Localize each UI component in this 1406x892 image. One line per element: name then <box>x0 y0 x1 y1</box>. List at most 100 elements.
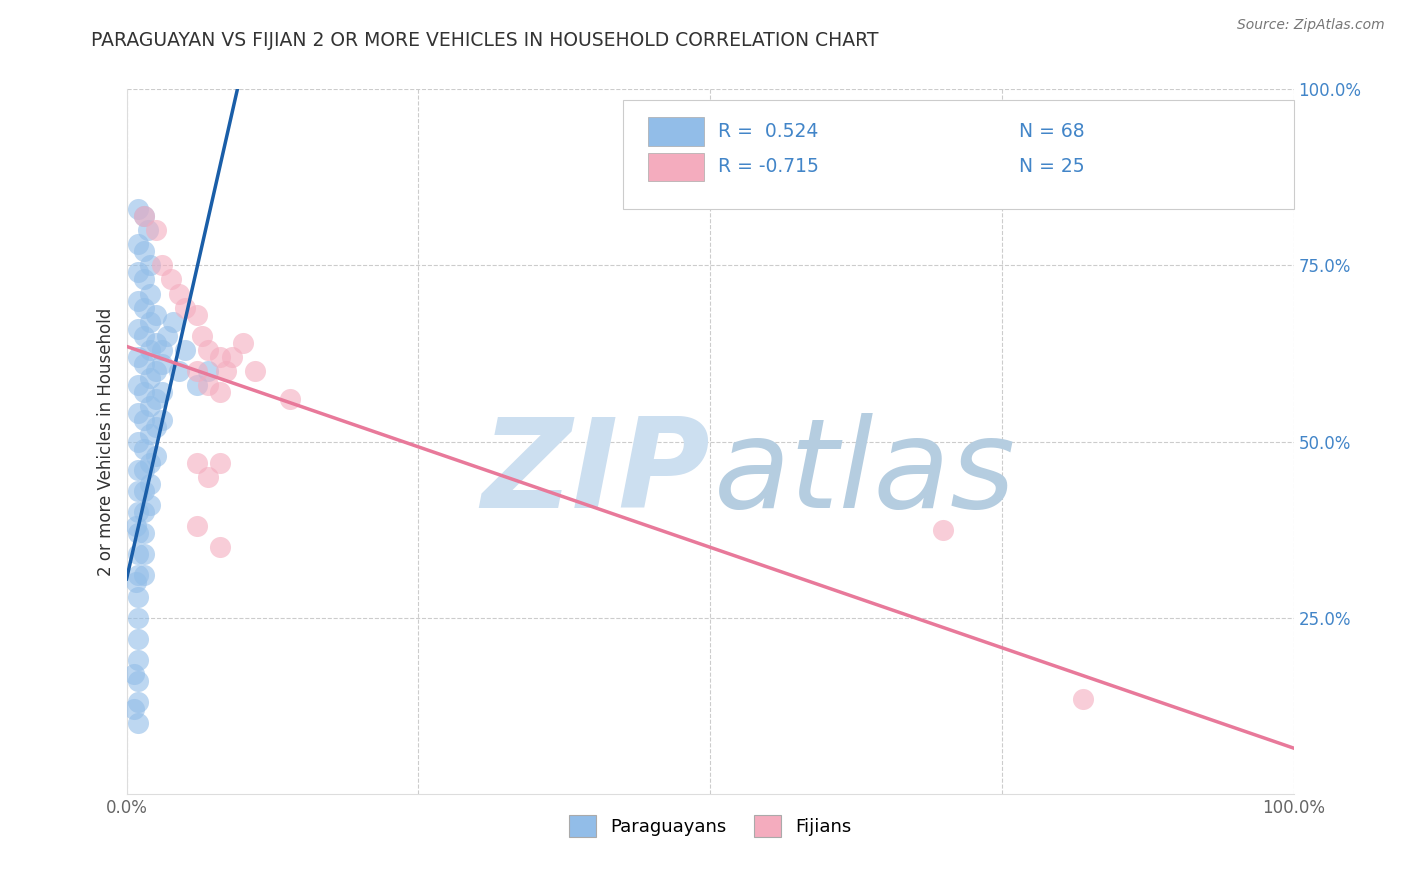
Point <box>186 456 208 470</box>
Point <box>932 523 955 537</box>
Point <box>156 328 179 343</box>
Point <box>132 442 155 456</box>
Point <box>127 674 149 689</box>
Point <box>208 350 231 364</box>
Point <box>127 350 149 364</box>
Point <box>145 449 167 463</box>
Point <box>132 301 155 315</box>
Point <box>125 575 148 590</box>
Point <box>150 385 173 400</box>
Point <box>139 343 162 357</box>
Point <box>127 716 149 731</box>
Point <box>127 265 149 279</box>
Point <box>122 667 145 681</box>
Point <box>127 406 149 420</box>
Text: N = 25: N = 25 <box>1019 157 1085 177</box>
Point <box>132 385 155 400</box>
Legend: Paraguayans, Fijians: Paraguayans, Fijians <box>554 801 866 852</box>
Point <box>145 308 167 322</box>
Point <box>127 483 149 498</box>
Point <box>132 505 155 519</box>
Point <box>127 293 149 308</box>
Point <box>127 590 149 604</box>
Point <box>127 378 149 392</box>
Text: R =  0.524: R = 0.524 <box>718 122 818 141</box>
Point <box>132 272 155 286</box>
Point <box>127 547 149 561</box>
Point <box>127 526 149 541</box>
Point <box>243 364 266 378</box>
Point <box>145 335 167 350</box>
Text: Source: ZipAtlas.com: Source: ZipAtlas.com <box>1237 18 1385 32</box>
Point <box>127 610 149 624</box>
Point <box>132 547 155 561</box>
Point <box>1073 691 1095 706</box>
Point <box>132 413 155 427</box>
Point <box>221 350 243 364</box>
Point <box>139 371 162 385</box>
Point <box>150 343 173 357</box>
Point <box>139 399 162 413</box>
Point <box>127 322 149 336</box>
Point <box>127 505 149 519</box>
Point <box>215 364 238 378</box>
Point <box>150 357 173 371</box>
Point <box>139 498 162 512</box>
Point <box>132 244 155 259</box>
Text: atlas: atlas <box>713 413 1015 533</box>
Point <box>132 357 155 371</box>
Point <box>139 476 162 491</box>
Point <box>208 385 231 400</box>
Point <box>125 519 148 533</box>
Point <box>145 223 167 237</box>
Point <box>145 420 167 434</box>
Point <box>162 315 184 329</box>
Point <box>145 392 167 407</box>
Point <box>127 653 149 667</box>
Point <box>232 335 254 350</box>
Point <box>197 469 219 483</box>
Point <box>139 427 162 442</box>
Point <box>136 223 159 237</box>
Point <box>127 434 149 449</box>
Text: R = -0.715: R = -0.715 <box>718 157 820 177</box>
Point <box>174 301 197 315</box>
Point <box>150 413 173 427</box>
Point <box>132 209 155 223</box>
Point <box>197 343 219 357</box>
Point <box>139 259 162 273</box>
Point <box>132 209 155 223</box>
Point <box>127 237 149 252</box>
Point <box>139 286 162 301</box>
Point <box>167 286 190 301</box>
Text: N = 68: N = 68 <box>1019 122 1085 141</box>
Text: PARAGUAYAN VS FIJIAN 2 OR MORE VEHICLES IN HOUSEHOLD CORRELATION CHART: PARAGUAYAN VS FIJIAN 2 OR MORE VEHICLES … <box>91 31 879 50</box>
Point <box>208 456 231 470</box>
Point <box>167 364 190 378</box>
Point <box>186 378 208 392</box>
Point <box>197 364 219 378</box>
Point <box>160 272 183 286</box>
Point <box>132 483 155 498</box>
Point <box>132 463 155 477</box>
Point <box>132 328 155 343</box>
Point <box>122 702 145 716</box>
Point <box>208 541 231 555</box>
Point <box>174 343 197 357</box>
FancyBboxPatch shape <box>648 118 704 145</box>
Point <box>139 315 162 329</box>
Point <box>127 568 149 582</box>
Point <box>132 568 155 582</box>
Y-axis label: 2 or more Vehicles in Household: 2 or more Vehicles in Household <box>97 308 115 575</box>
Point <box>186 519 208 533</box>
Point <box>127 463 149 477</box>
Point <box>197 378 219 392</box>
Point <box>132 526 155 541</box>
Point <box>278 392 301 407</box>
Point <box>191 328 214 343</box>
FancyBboxPatch shape <box>623 100 1294 209</box>
Point <box>127 632 149 646</box>
Point <box>150 259 173 273</box>
Point <box>127 695 149 709</box>
Point <box>127 202 149 216</box>
